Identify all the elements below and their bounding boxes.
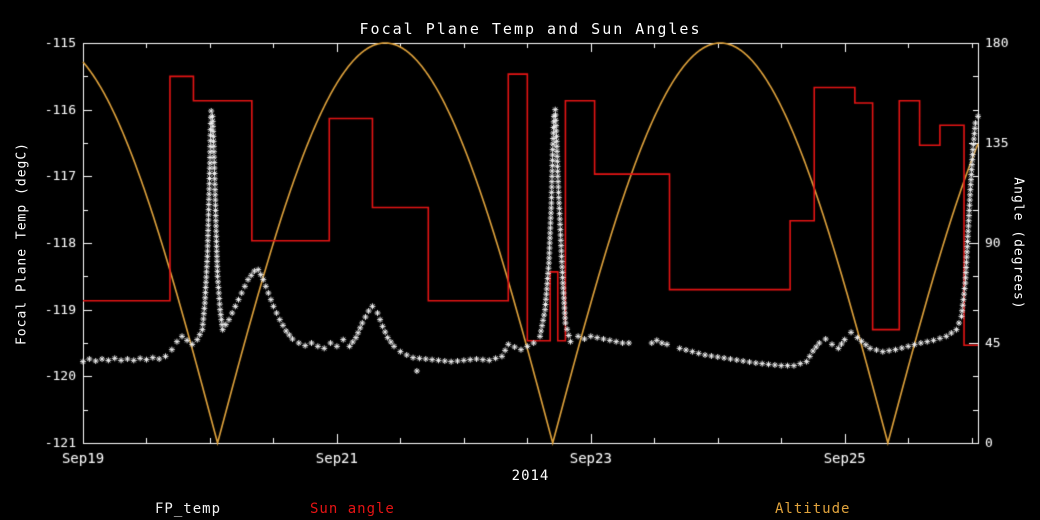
x-axis-title: 2014: [511, 468, 550, 484]
legend-item-sun-angle: Sun angle: [310, 501, 395, 517]
y-axis-left-title: Focal Plane Temp (degC): [14, 142, 30, 346]
y-axis-right-title: Angle (degrees): [1010, 177, 1026, 310]
legend-item-altitude: Altitude: [775, 501, 851, 517]
legend-item-fp-temp: FP_temp: [155, 501, 222, 517]
chart-title: Focal Plane Temp and Sun Angles: [359, 20, 702, 38]
